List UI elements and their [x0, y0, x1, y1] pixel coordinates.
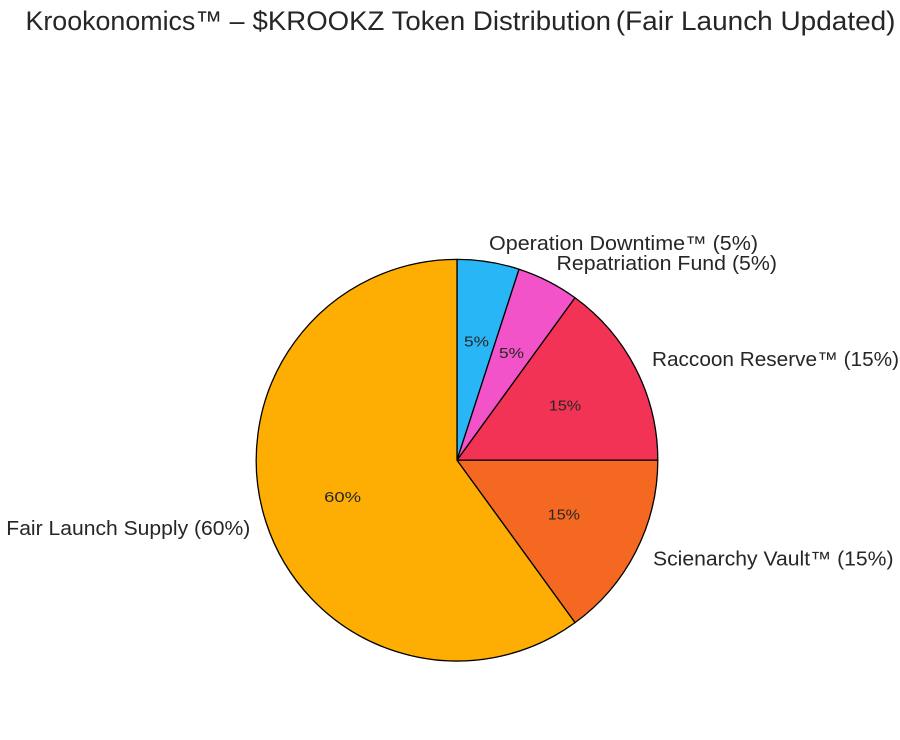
svg-text:Repatriation Fund (5%): Repatriation Fund (5%) — [557, 253, 778, 275]
svg-text:(Fair Launch Updated): (Fair Launch Updated) — [616, 6, 896, 36]
svg-text:5%: 5% — [464, 333, 489, 350]
svg-text:$KROOKZ Token Distribution: $KROOKZ Token Distribution — [253, 6, 612, 36]
svg-text:Operation Downtime™ (5%): Operation Downtime™ (5%) — [489, 233, 758, 255]
svg-text:15%: 15% — [548, 506, 580, 523]
svg-text:Fair Launch Supply (60%): Fair Launch Supply (60%) — [6, 518, 250, 540]
svg-text:60%: 60% — [324, 489, 361, 506]
svg-text:5%: 5% — [499, 345, 524, 362]
svg-text:Krookonomics™ –: Krookonomics™ – — [26, 6, 245, 36]
svg-text:Scienarchy Vault™ (15%): Scienarchy Vault™ (15%) — [653, 549, 894, 571]
svg-text:Raccoon Reserve™ (15%): Raccoon Reserve™ (15%) — [652, 349, 899, 371]
svg-text:15%: 15% — [549, 397, 581, 414]
